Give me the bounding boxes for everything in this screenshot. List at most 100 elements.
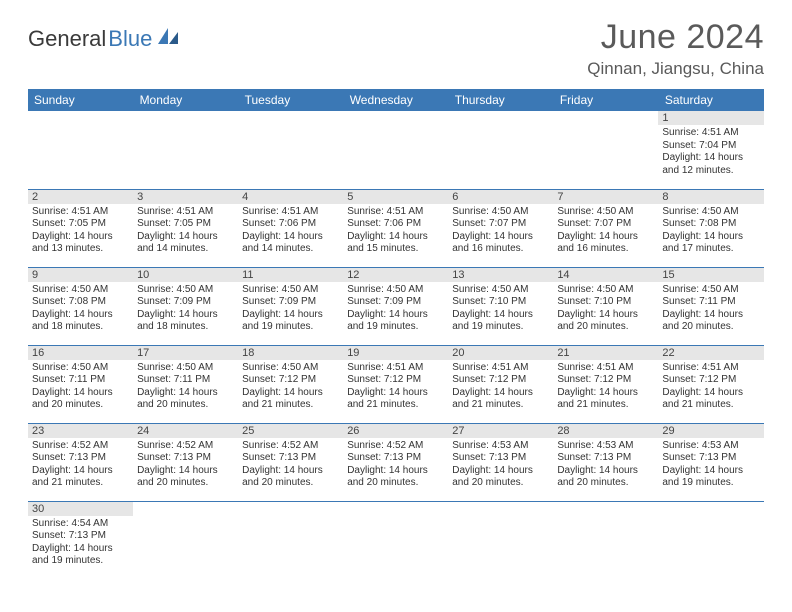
- weekday-header: Tuesday: [238, 89, 343, 111]
- calendar-day: 28 Sunrise: 4:53 AMSunset: 7:13 PMDayligh…: [553, 423, 658, 501]
- calendar-day: 9 Sunrise: 4:50 AMSunset: 7:08 PMDaylight…: [28, 267, 133, 345]
- calendar-row: 30 Sunrise: 4:54 AMSunset: 7:13 PMDayligh…: [28, 501, 764, 579]
- header: GeneralBlue June 2024 Qinnan, Jiangsu, C…: [28, 18, 764, 79]
- day-number: 3: [133, 190, 238, 204]
- day-details: Sunrise: 4:53 AMSunset: 7:13 PMDaylight:…: [452, 440, 549, 490]
- day-details: Sunrise: 4:51 AMSunset: 7:12 PMDaylight:…: [452, 362, 549, 412]
- day-details: Sunrise: 4:52 AMSunset: 7:13 PMDaylight:…: [137, 440, 234, 490]
- calendar-empty: [658, 501, 763, 579]
- weekday-header: Saturday: [658, 89, 763, 111]
- calendar-day: 10 Sunrise: 4:50 AMSunset: 7:09 PMDayligh…: [133, 267, 238, 345]
- day-number: 15: [658, 268, 763, 282]
- day-details: Sunrise: 4:54 AMSunset: 7:13 PMDaylight:…: [32, 518, 129, 568]
- calendar-day: 19Sunrise: 4:51 AMSunset: 7:12 PMDayligh…: [343, 345, 448, 423]
- day-details: Sunrise: 4:50 AMSunset: 7:09 PMDaylight:…: [137, 284, 234, 334]
- calendar-row: 9 Sunrise: 4:50 AMSunset: 7:08 PMDaylight…: [28, 267, 764, 345]
- weekday-header: Sunday: [28, 89, 133, 111]
- day-number: 19: [343, 346, 448, 360]
- day-details: Sunrise: 4:50 AMSunset: 7:11 PMDaylight:…: [662, 284, 759, 334]
- calendar-row: 2 Sunrise: 4:51 AMSunset: 7:05 PMDaylight…: [28, 189, 764, 267]
- calendar-empty: [448, 111, 553, 189]
- day-number: 7: [553, 190, 658, 204]
- day-number: 28: [553, 424, 658, 438]
- day-details: Sunrise: 4:50 AMSunset: 7:11 PMDaylight:…: [137, 362, 234, 412]
- day-details: Sunrise: 4:50 AMSunset: 7:09 PMDaylight:…: [347, 284, 444, 334]
- weekday-header: Friday: [553, 89, 658, 111]
- day-details: Sunrise: 4:50 AMSunset: 7:11 PMDaylight:…: [32, 362, 129, 412]
- day-details: Sunrise: 4:50 AMSunset: 7:10 PMDaylight:…: [452, 284, 549, 334]
- calendar-table: SundayMondayTuesdayWednesdayThursdayFrid…: [28, 89, 764, 579]
- calendar-day: 3Sunrise: 4:51 AMSunset: 7:05 PMDaylight…: [133, 189, 238, 267]
- calendar-day: 1Sunrise: 4:51 AMSunset: 7:04 PMDaylight…: [658, 111, 763, 189]
- day-number: 25: [238, 424, 343, 438]
- day-details: Sunrise: 4:50 AMSunset: 7:08 PMDaylight:…: [32, 284, 129, 334]
- day-number: 22: [658, 346, 763, 360]
- day-details: Sunrise: 4:51 AMSunset: 7:06 PMDaylight:…: [242, 206, 339, 256]
- calendar-day: 16 Sunrise: 4:50 AMSunset: 7:11 PMDayligh…: [28, 345, 133, 423]
- day-number: 27: [448, 424, 553, 438]
- calendar-row: 23 Sunrise: 4:52 AMSunset: 7:13 PMDayligh…: [28, 423, 764, 501]
- location: Qinnan, Jiangsu, China: [587, 59, 764, 79]
- calendar-empty: [133, 111, 238, 189]
- calendar-day: 30 Sunrise: 4:54 AMSunset: 7:13 PMDayligh…: [28, 501, 133, 579]
- calendar-day: 13 Sunrise: 4:50 AMSunset: 7:10 PMDayligh…: [448, 267, 553, 345]
- calendar-day: 17Sunrise: 4:50 AMSunset: 7:11 PMDayligh…: [133, 345, 238, 423]
- day-details: Sunrise: 4:51 AMSunset: 7:12 PMDaylight:…: [662, 362, 759, 412]
- calendar-day: 12Sunrise: 4:50 AMSunset: 7:09 PMDayligh…: [343, 267, 448, 345]
- day-number: 13: [448, 268, 553, 282]
- day-details: Sunrise: 4:50 AMSunset: 7:07 PMDaylight:…: [452, 206, 549, 256]
- calendar-empty: [238, 111, 343, 189]
- day-number: 11: [238, 268, 343, 282]
- month-title: June 2024: [587, 18, 764, 57]
- calendar-day: 2 Sunrise: 4:51 AMSunset: 7:05 PMDaylight…: [28, 189, 133, 267]
- calendar-day: 4Sunrise: 4:51 AMSunset: 7:06 PMDaylight…: [238, 189, 343, 267]
- day-number: 21: [553, 346, 658, 360]
- calendar-day: 20 Sunrise: 4:51 AMSunset: 7:12 PMDayligh…: [448, 345, 553, 423]
- calendar-row: 16 Sunrise: 4:50 AMSunset: 7:11 PMDayligh…: [28, 345, 764, 423]
- weekday-header: Thursday: [448, 89, 553, 111]
- calendar-day: 29Sunrise: 4:53 AMSunset: 7:13 PMDayligh…: [658, 423, 763, 501]
- day-details: Sunrise: 4:53 AMSunset: 7:13 PMDaylight:…: [557, 440, 654, 490]
- day-number: 9: [28, 268, 133, 282]
- calendar-empty: [448, 501, 553, 579]
- logo: GeneralBlue: [28, 18, 182, 52]
- day-number: 8: [658, 190, 763, 204]
- day-details: Sunrise: 4:51 AMSunset: 7:05 PMDaylight:…: [32, 206, 129, 256]
- day-number: 10: [133, 268, 238, 282]
- calendar-day: 7 Sunrise: 4:50 AMSunset: 7:07 PMDaylight…: [553, 189, 658, 267]
- calendar-empty: [238, 501, 343, 579]
- calendar-day: 26Sunrise: 4:52 AMSunset: 7:13 PMDayligh…: [343, 423, 448, 501]
- weekday-header: Wednesday: [343, 89, 448, 111]
- day-details: Sunrise: 4:51 AMSunset: 7:12 PMDaylight:…: [557, 362, 654, 412]
- calendar-day: 18 Sunrise: 4:50 AMSunset: 7:12 PMDayligh…: [238, 345, 343, 423]
- day-number: 2: [28, 190, 133, 204]
- day-details: Sunrise: 4:51 AMSunset: 7:06 PMDaylight:…: [347, 206, 444, 256]
- day-number: 20: [448, 346, 553, 360]
- day-number: 18: [238, 346, 343, 360]
- day-number: 6: [448, 190, 553, 204]
- day-details: Sunrise: 4:50 AMSunset: 7:10 PMDaylight:…: [557, 284, 654, 334]
- day-number: 5: [343, 190, 448, 204]
- day-details: Sunrise: 4:50 AMSunset: 7:07 PMDaylight:…: [557, 206, 654, 256]
- day-details: Sunrise: 4:52 AMSunset: 7:13 PMDaylight:…: [32, 440, 129, 490]
- sail-icon: [156, 26, 182, 52]
- calendar-body: 1Sunrise: 4:51 AMSunset: 7:04 PMDaylight…: [28, 111, 764, 579]
- calendar-day: 23 Sunrise: 4:52 AMSunset: 7:13 PMDayligh…: [28, 423, 133, 501]
- calendar-day: 14 Sunrise: 4:50 AMSunset: 7:10 PMDayligh…: [553, 267, 658, 345]
- calendar-day: 11 Sunrise: 4:50 AMSunset: 7:09 PMDayligh…: [238, 267, 343, 345]
- day-details: Sunrise: 4:50 AMSunset: 7:09 PMDaylight:…: [242, 284, 339, 334]
- weekday-header: Monday: [133, 89, 238, 111]
- calendar-empty: [343, 111, 448, 189]
- title-block: June 2024 Qinnan, Jiangsu, China: [587, 18, 764, 79]
- day-number: 23: [28, 424, 133, 438]
- logo-text-1: General: [28, 26, 106, 52]
- day-number: 14: [553, 268, 658, 282]
- day-number: 26: [343, 424, 448, 438]
- day-number: 29: [658, 424, 763, 438]
- day-details: Sunrise: 4:50 AMSunset: 7:12 PMDaylight:…: [242, 362, 339, 412]
- day-number: 16: [28, 346, 133, 360]
- calendar-empty: [343, 501, 448, 579]
- calendar-day: 15 Sunrise: 4:50 AMSunset: 7:11 PMDayligh…: [658, 267, 763, 345]
- calendar-day: 27 Sunrise: 4:53 AMSunset: 7:13 PMDayligh…: [448, 423, 553, 501]
- day-number: 30: [28, 502, 133, 516]
